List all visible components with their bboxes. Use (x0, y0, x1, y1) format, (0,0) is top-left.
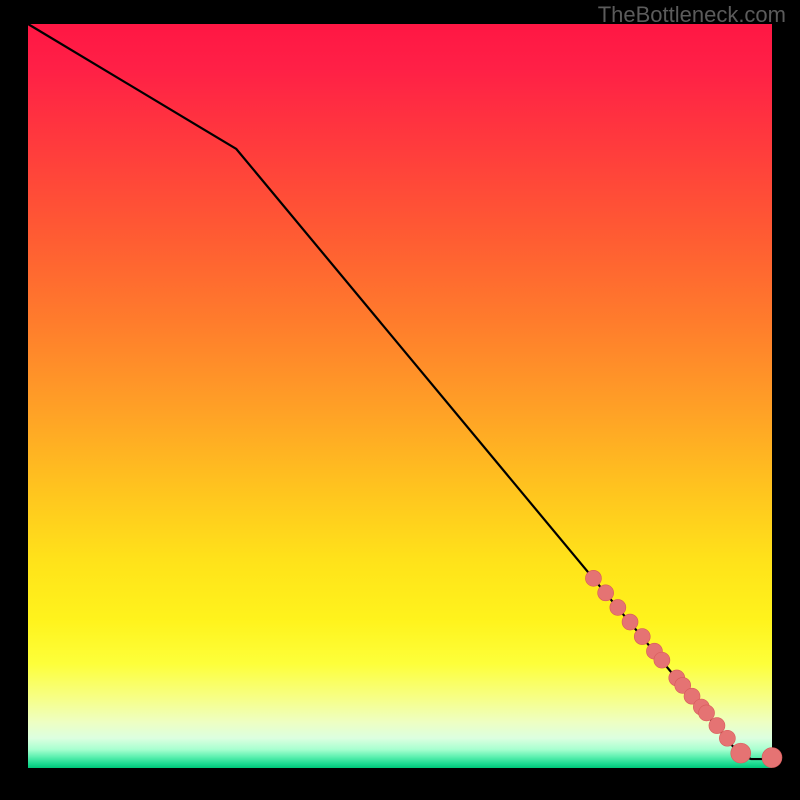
data-marker (598, 585, 614, 601)
data-marker (622, 614, 638, 630)
data-marker (719, 730, 735, 746)
data-marker (731, 743, 751, 763)
data-marker (634, 629, 650, 645)
data-marker (762, 748, 782, 768)
data-marker (585, 570, 601, 586)
watermark-text: TheBottleneck.com (598, 2, 786, 28)
data-marker (699, 705, 715, 721)
data-marker (654, 652, 670, 668)
bottleneck-chart (0, 0, 800, 800)
data-marker (709, 718, 725, 734)
data-marker (610, 599, 626, 615)
